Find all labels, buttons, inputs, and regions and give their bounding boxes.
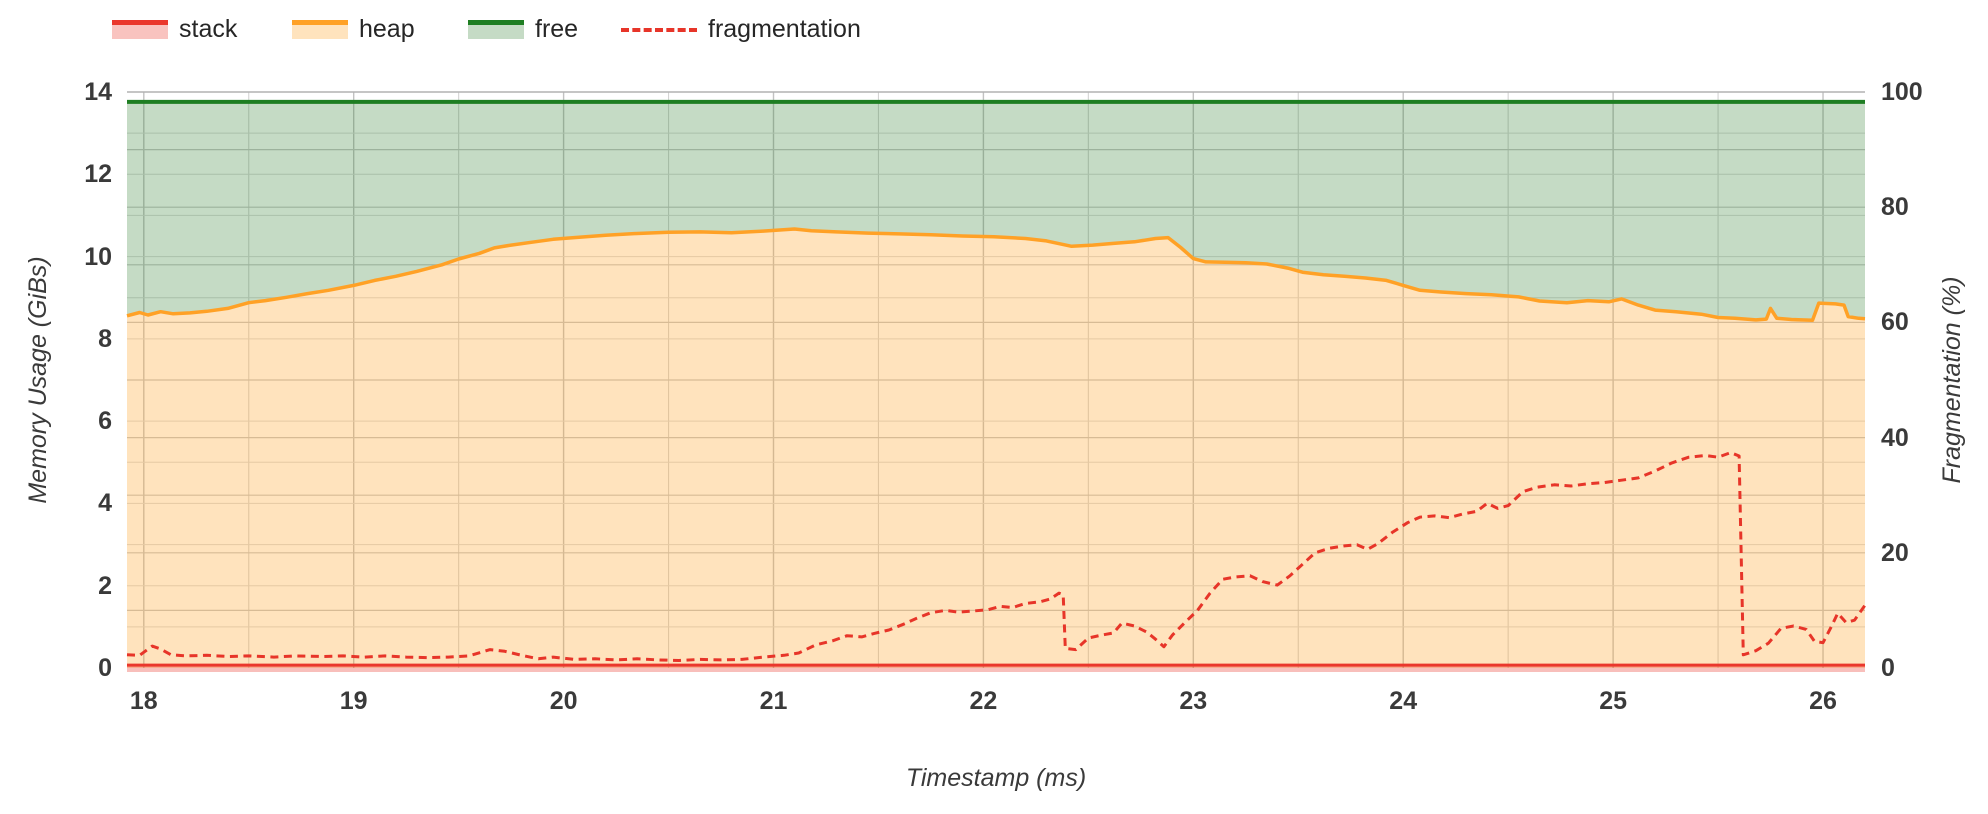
x-tick: 24 <box>1389 687 1418 715</box>
y-right-tick: 60 <box>1881 308 1909 337</box>
legend-swatch-fill <box>112 24 168 39</box>
y-right-tick: 40 <box>1881 423 1909 452</box>
legend-item-free: free <box>468 16 578 42</box>
legend-swatch-fill <box>292 24 348 39</box>
y-left-tick: 2 <box>98 571 112 600</box>
legend-swatch-icon <box>112 19 168 39</box>
x-axis-title: Timestamp (ms) <box>905 764 1087 792</box>
x-tick: 23 <box>1179 687 1208 715</box>
y-left-tick: 14 <box>84 78 112 106</box>
y-right-tick: 0 <box>1881 654 1895 682</box>
legend-label: heap <box>359 15 415 43</box>
y-left-tick: 12 <box>84 160 112 189</box>
legend-item-stack: stack <box>112 16 237 42</box>
x-tick: 20 <box>549 687 578 715</box>
x-tick: 19 <box>339 687 368 715</box>
legend-label: free <box>535 15 579 43</box>
free-area <box>127 101 1865 321</box>
y-right-tick: 80 <box>1881 193 1909 222</box>
legend-swatch-line <box>292 19 348 25</box>
legend-label: fragmentation <box>708 15 861 43</box>
legend-item-heap: heap <box>292 16 415 42</box>
x-tick: 21 <box>759 687 788 715</box>
x-tick: 25 <box>1599 687 1628 715</box>
legend-swatch-line <box>468 19 524 25</box>
x-tick: 26 <box>1809 687 1837 715</box>
heap-line <box>126 227 1866 323</box>
x-tick: 22 <box>969 687 998 715</box>
legend-swatch-icon <box>468 19 524 39</box>
y-right-tick: 100 <box>1881 78 1923 106</box>
legend-swatch-line <box>112 19 168 25</box>
stack-area <box>127 665 1865 672</box>
legend-dashed-line-icon <box>621 28 697 32</box>
legend-swatch-fill <box>468 24 524 39</box>
y-left-tick: 4 <box>98 489 112 518</box>
y-left-tick: 0 <box>98 654 112 682</box>
x-tick: 18 <box>129 687 158 715</box>
y-right-axis-title: Fragmentation (%) <box>1938 276 1966 484</box>
y-left-tick: 6 <box>98 407 112 436</box>
legend-swatch-icon <box>292 19 348 39</box>
heap-area <box>127 229 1865 668</box>
legend-item-fragmentation: fragmentation <box>621 16 861 42</box>
fragmentation-line <box>126 451 1867 662</box>
y-left-tick: 10 <box>84 242 112 271</box>
legend-label: stack <box>179 15 238 43</box>
y-left-tick: 8 <box>98 324 112 353</box>
y-right-tick: 20 <box>1881 538 1909 567</box>
